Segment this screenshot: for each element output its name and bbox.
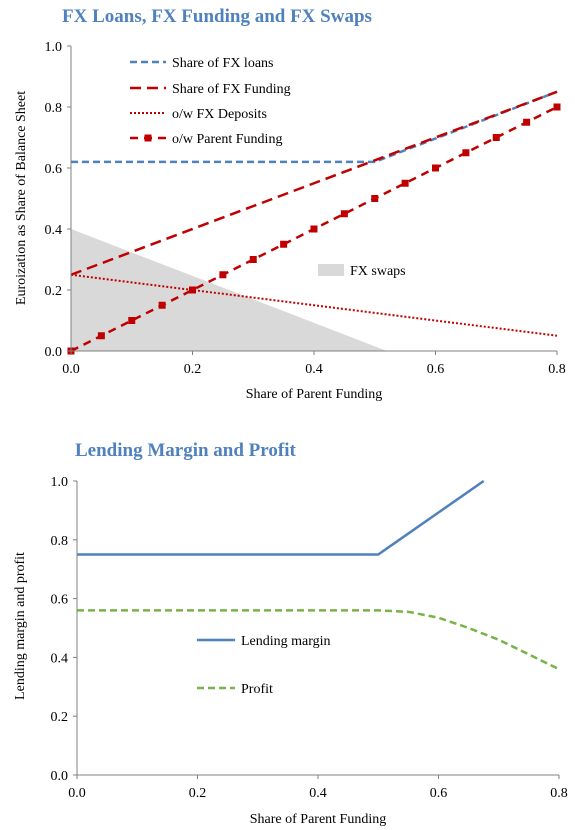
data-point-marker — [492, 134, 500, 141]
y-tick-label: 0.6 — [45, 162, 63, 177]
y-tick-label: 1.0 — [51, 475, 69, 490]
y-tick-label: 0.4 — [45, 223, 63, 238]
x-tick-label: 0.2 — [184, 362, 202, 377]
data-point-marker — [249, 256, 257, 263]
data-point-marker — [462, 149, 470, 157]
series-line-share-of-fx-funding — [70, 90, 558, 276]
chart-lending-margin: Lending Margin and Profit 0.0 0.2 0.4 0.6 0.… — [13, 440, 568, 827]
x-tick-label: 0.0 — [68, 786, 86, 801]
legend-label: o/w Parent Funding — [172, 132, 282, 147]
x-tick-label: 0.2 — [189, 786, 207, 801]
y-tick-label: 0.6 — [51, 593, 69, 608]
x-tick-label: 0.4 — [305, 362, 323, 377]
data-point-marker — [310, 225, 318, 233]
x-tick-label: 0.4 — [309, 786, 327, 801]
x-tick-label: 0.0 — [62, 362, 80, 377]
data-point-marker — [128, 317, 136, 324]
data-point-marker — [189, 286, 196, 294]
y-tick-label: 0.8 — [51, 534, 69, 549]
legend-swatch-fx-swaps — [318, 264, 344, 276]
x-axis-label: Share of Parent Funding — [250, 812, 386, 827]
x-tick-label: 0.6 — [430, 786, 448, 801]
data-point-marker — [553, 103, 561, 111]
chart-fx-loans: FX Loans, FX Funding and FX Swaps 0.0 0.2… — [14, 6, 566, 402]
y-tick-label: 0.0 — [51, 769, 69, 784]
data-point-marker — [371, 195, 379, 202]
series-line-o-w-fx-deposits — [70, 273, 558, 337]
y-axis-label: Euroization as Share of Balance Sheet — [14, 91, 29, 305]
legend-label: o/w FX Deposits — [172, 107, 267, 122]
series-line-lending-margin — [77, 479, 485, 556]
legend-label: FX swaps — [350, 264, 406, 279]
x-tick-label: 0.6 — [427, 362, 445, 377]
y-tick-label: 1.0 — [45, 40, 63, 55]
data-point-marker — [340, 210, 348, 218]
x-tick-label: 0.8 — [550, 786, 568, 801]
data-point-marker — [158, 301, 166, 309]
legend-label: Share of FX Funding — [172, 82, 291, 97]
data-point-marker — [97, 332, 105, 340]
x-tick-label: 0.8 — [548, 362, 566, 377]
series-line-share-of-fx-loans — [71, 90, 558, 164]
data-point-marker — [280, 240, 288, 248]
data-point-marker — [432, 164, 439, 172]
y-tick-label: 0.4 — [51, 651, 69, 666]
chart-title: Lending Margin and Profit — [75, 440, 296, 461]
legend-label: Lending margin — [241, 634, 331, 649]
y-tick-label: 0.2 — [51, 710, 69, 725]
fx-swaps-area — [71, 229, 387, 351]
legend-label: Profit — [241, 682, 273, 697]
legend-marker — [144, 134, 152, 142]
x-axis-label: Share of Parent Funding — [246, 387, 382, 402]
y-tick-label: 0.8 — [45, 101, 63, 116]
legend-label: Share of FX loans — [172, 56, 274, 71]
y-axis-label: Lending margin and profit — [13, 552, 28, 700]
chart-title: FX Loans, FX Funding and FX Swaps — [62, 6, 372, 27]
data-point-marker — [523, 118, 531, 126]
y-tick-label: 0.0 — [45, 345, 63, 360]
y-tick-label: 0.2 — [45, 284, 63, 299]
data-point-marker — [401, 179, 409, 187]
series-line-profit — [77, 609, 560, 671]
data-point-marker — [219, 271, 227, 279]
